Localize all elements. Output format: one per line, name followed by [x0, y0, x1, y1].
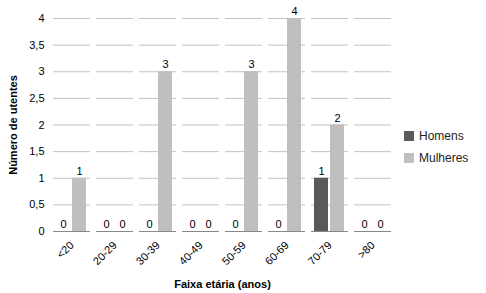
html-text:Homens: Homens: [419, 128, 464, 143]
svg-text:Número de utentes: Número de utentes: [7, 75, 19, 175]
svg-text:4: 4: [291, 5, 297, 17]
svg-text:1,5: 1,5: [29, 145, 44, 157]
svg-text:3: 3: [162, 58, 168, 70]
svg-text:0: 0: [103, 218, 109, 230]
svg-text:0: 0: [275, 218, 281, 230]
html-text:Mulheres: Mulheres: [419, 150, 469, 165]
svg-text:2,5: 2,5: [29, 92, 44, 104]
svg-text:0: 0: [361, 218, 367, 230]
svg-text:0: 0: [119, 218, 125, 230]
svg-text:70-79: 70-79: [306, 239, 334, 267]
svg-text:0: 0: [146, 218, 152, 230]
svg-text:60-69: 60-69: [263, 239, 291, 267]
svg-text:20-29: 20-29: [91, 239, 119, 267]
svg-text:0: 0: [38, 225, 44, 237]
svg-text:50-59: 50-59: [220, 239, 248, 267]
svg-text:0,5: 0,5: [29, 198, 44, 210]
svg-text:40-49: 40-49: [177, 239, 205, 267]
svg-text:2: 2: [38, 119, 44, 131]
svg-text:>80: >80: [355, 239, 377, 261]
svg-text:3: 3: [248, 58, 254, 70]
svg-text:1: 1: [318, 165, 324, 177]
svg-text:0: 0: [232, 218, 238, 230]
svg-text:1: 1: [76, 165, 82, 177]
svg-text:3: 3: [38, 65, 44, 77]
svg-text:3,5: 3,5: [29, 39, 44, 51]
svg-text:0: 0: [377, 218, 383, 230]
svg-text:0: 0: [60, 218, 66, 230]
svg-text:4: 4: [38, 12, 44, 24]
svg-text:0: 0: [189, 218, 195, 230]
svg-text:2: 2: [334, 112, 340, 124]
svg-text:<20: <20: [54, 239, 76, 261]
svg-text:1: 1: [38, 172, 44, 184]
svg-text:0: 0: [205, 218, 211, 230]
svg-text:30-39: 30-39: [134, 239, 162, 267]
svg-text:Faixa etária (anos): Faixa etária (anos): [174, 278, 271, 290]
